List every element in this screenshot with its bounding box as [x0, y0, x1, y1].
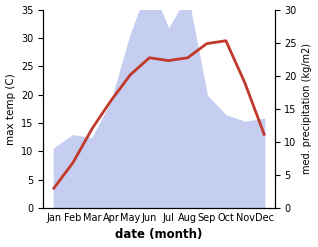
Y-axis label: med. precipitation (kg/m2): med. precipitation (kg/m2) [302, 43, 313, 174]
X-axis label: date (month): date (month) [115, 228, 203, 242]
Y-axis label: max temp (C): max temp (C) [5, 73, 16, 145]
